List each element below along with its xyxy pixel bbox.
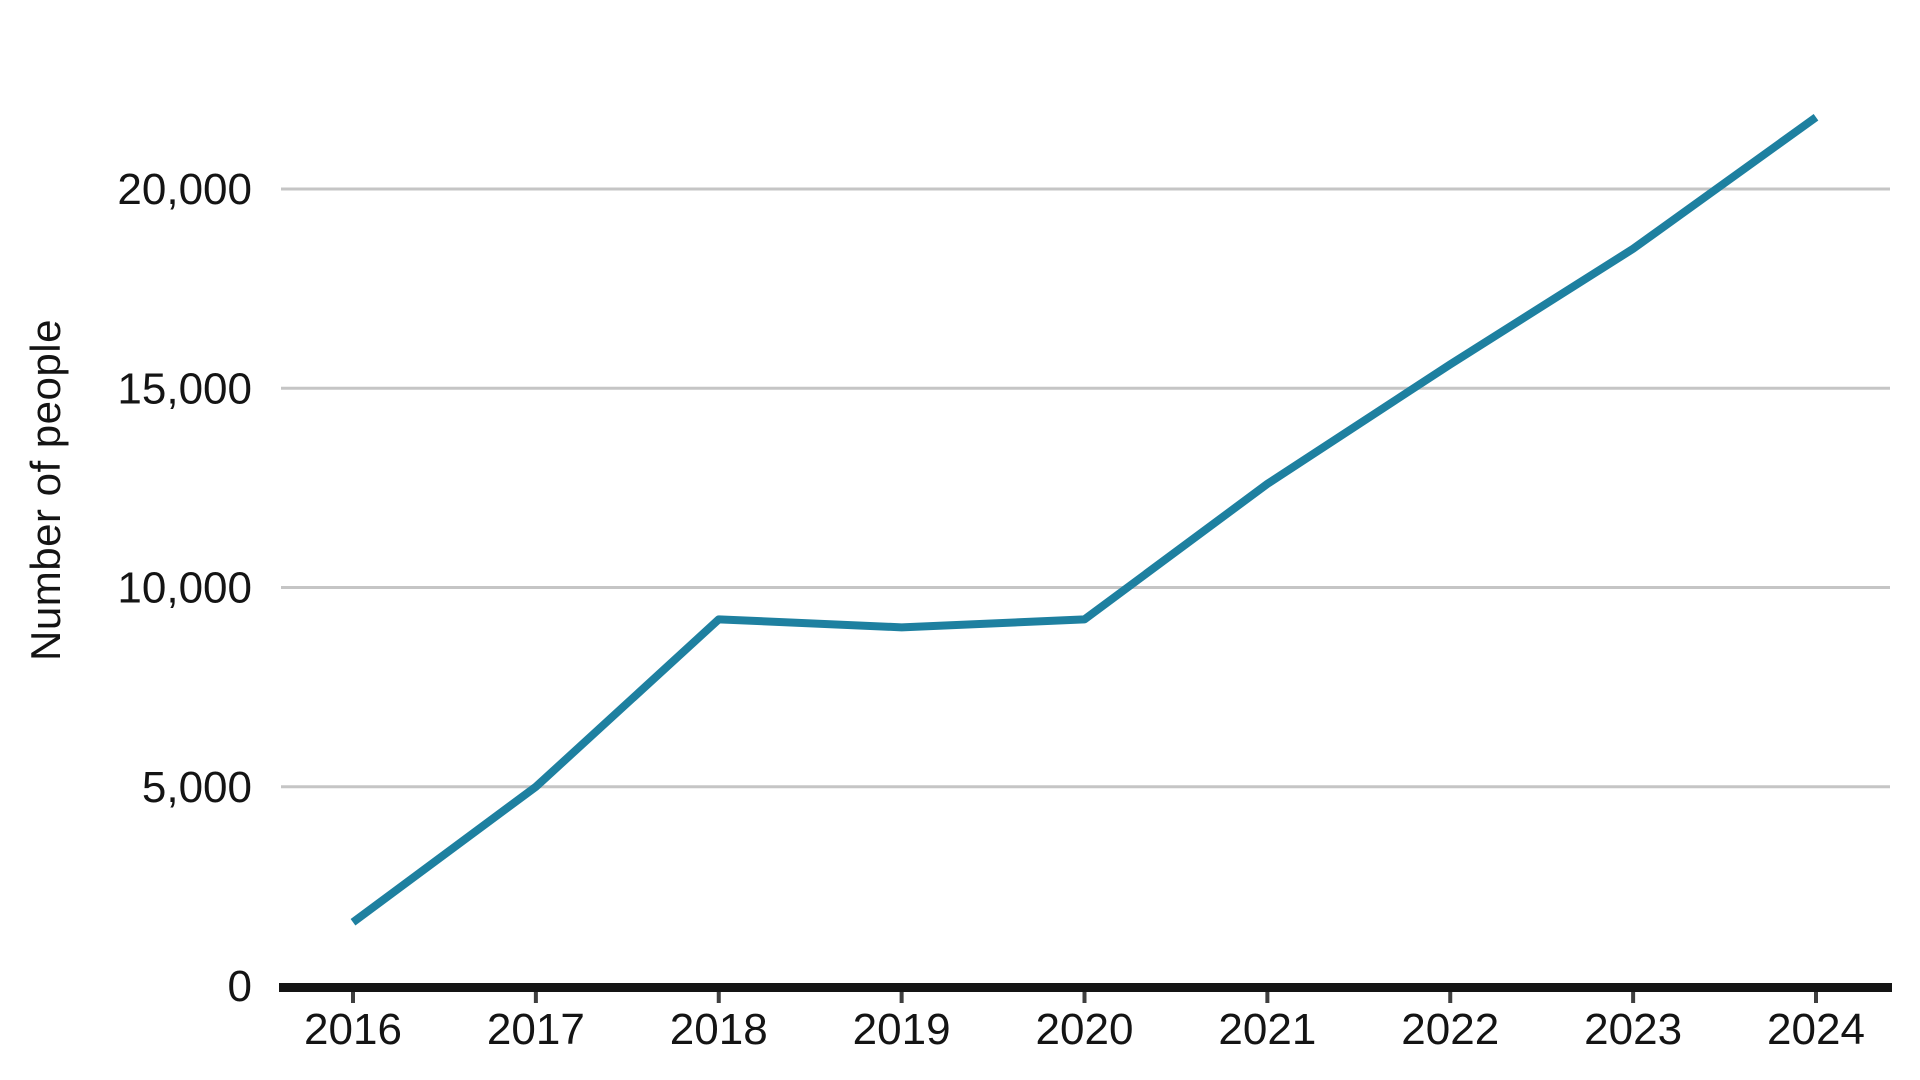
x-tick-mark — [899, 992, 904, 1003]
y-tick-label: 15,000 — [117, 364, 252, 413]
x-tick-mark — [1448, 992, 1453, 1003]
x-tick-mark — [533, 992, 538, 1003]
y-tick-label: 5,000 — [142, 763, 252, 812]
x-tick-label: 2016 — [304, 1005, 402, 1054]
x-tick-mark — [1631, 992, 1636, 1003]
y-tick-label: 0 — [228, 962, 252, 1011]
series-line — [350, 114, 1819, 926]
x-tick-mark — [716, 992, 721, 1003]
x-tick-label: 2020 — [1036, 1005, 1134, 1054]
x-tick-label: 2023 — [1584, 1005, 1682, 1054]
x-tick-label: 2018 — [670, 1005, 768, 1054]
x-tick-mark — [1265, 992, 1270, 1003]
x-tick-label: 2021 — [1218, 1005, 1316, 1054]
x-tick-label: 2017 — [487, 1005, 585, 1054]
y-tick-label: 20,000 — [117, 165, 252, 214]
x-tick-mark — [1082, 992, 1087, 1003]
x-tick-label: 2019 — [853, 1005, 951, 1054]
y-tick-label: 10,000 — [117, 564, 252, 613]
x-tick-label: 2024 — [1767, 1005, 1865, 1054]
x-tick-mark — [1814, 992, 1818, 1003]
x-tick-mark — [351, 992, 355, 1003]
x-tick-label: 2022 — [1401, 1005, 1499, 1054]
